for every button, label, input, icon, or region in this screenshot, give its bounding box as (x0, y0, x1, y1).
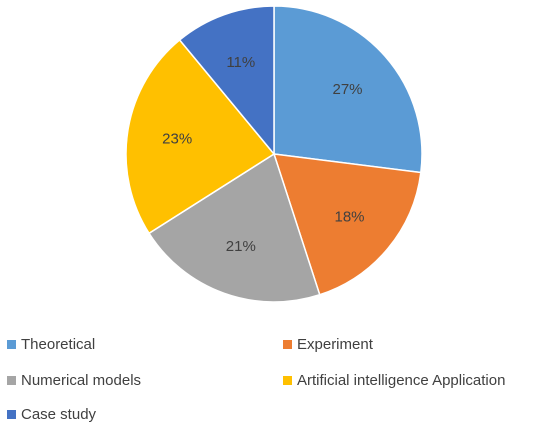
pie-slice-artificial-intelligence-application (125, 38, 276, 235)
pie-slice-theoretical (273, 5, 423, 174)
slice-label-experiment: 18% (334, 209, 364, 226)
slice-label-case-study: 11% (226, 54, 255, 71)
slice-label-theoretical: 27% (332, 81, 362, 98)
pie-slice-case-study (178, 5, 275, 157)
pie-slice-experiment (272, 153, 422, 296)
pie-slice-numerical-models (148, 152, 321, 303)
slice-label-artificial-intelligence-application: 23% (162, 131, 192, 148)
slice-label-numerical-models: 21% (226, 238, 256, 255)
